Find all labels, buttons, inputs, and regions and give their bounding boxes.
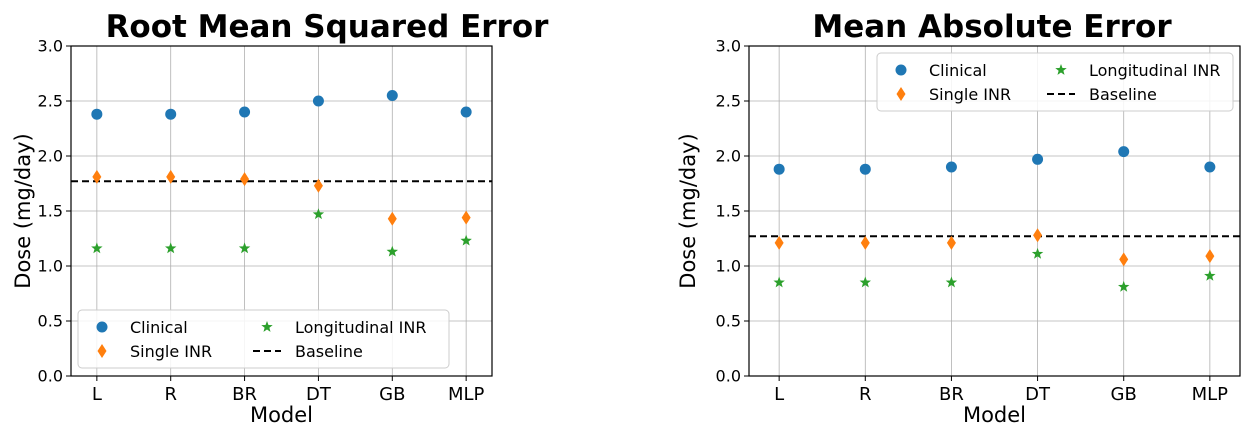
mae-ytick-label: 1.0 xyxy=(716,257,741,276)
rmse-longitudinal-inr-point xyxy=(91,242,103,254)
rmse-ytick-label: 0.0 xyxy=(38,367,63,386)
rmse-xtick-label: L xyxy=(92,384,102,405)
mae-clinical-point xyxy=(859,163,871,175)
mae-ytick-label: 2.5 xyxy=(716,92,741,111)
rmse-legend-single-inr-label: Single INR xyxy=(130,342,212,361)
mae-single-inr-point xyxy=(1205,249,1215,264)
rmse-axes-frame xyxy=(70,45,493,377)
mae-xtick-label: MLP xyxy=(1192,384,1229,405)
rmse-xlabel: Model xyxy=(250,403,313,427)
mae-legend-box xyxy=(876,52,1234,112)
mae-title: Mean Absolute Error xyxy=(812,9,1172,45)
mae-legend-clinical-label: Clinical xyxy=(929,61,987,80)
mae-clinical-point xyxy=(1118,146,1130,158)
mae-xtick-label: GB xyxy=(1111,384,1137,405)
mae-legend-baseline-label: Baseline xyxy=(1089,85,1157,104)
rmse-legend-longitudinal-inr-label: Longitudinal INR xyxy=(295,318,426,337)
mae-single-inr-point xyxy=(774,235,784,250)
rmse-title: Root Mean Squared Error xyxy=(106,9,550,45)
rmse-legend-box xyxy=(77,309,450,369)
rmse-ytick-label: 1.0 xyxy=(38,257,63,276)
mae-longitudinal-inr-point xyxy=(1204,269,1216,281)
mae-legend-longitudinal-inr-label: Longitudinal INR xyxy=(1089,61,1220,80)
mae-clinical-point xyxy=(773,163,785,175)
rmse-longitudinal-inr-point xyxy=(238,242,251,254)
rmse-clinical-point xyxy=(460,106,472,118)
rmse-legend-clinical-swatch xyxy=(96,321,108,333)
rmse-single-inr-point xyxy=(92,169,102,184)
rmse-single-inr-point xyxy=(461,210,471,225)
mae-chart: 0.0 0.5 1.0 1.5 2.0 2.5 3.0 L R BR DT GB MLP Mean Abs… xyxy=(676,9,1241,427)
mae-ylabel: Dose (mg/day) xyxy=(676,133,700,288)
rmse-longitudinal-inr-point xyxy=(312,208,325,220)
rmse-ytick-label: 3.0 xyxy=(38,37,63,56)
rmse-longitudinal-inr-point xyxy=(386,245,398,257)
rmse-longitudinal-inr-point xyxy=(460,234,472,246)
rmse-clinical-point xyxy=(165,108,177,120)
mae-xtick-label: BR xyxy=(939,384,964,405)
mae-longitudinal-inr-point xyxy=(1118,280,1130,292)
mae-longitudinal-inr-point xyxy=(1031,247,1044,259)
rmse-xtick-label: GB xyxy=(379,384,405,405)
rmse-xtick-label: DT xyxy=(306,384,332,405)
rmse-legend-baseline-label: Baseline xyxy=(295,342,363,361)
mae-xtick-label: R xyxy=(859,384,872,405)
rmse-legend-clinical-label: Clinical xyxy=(130,318,188,337)
rmse-legend-single-inr-swatch xyxy=(97,344,107,358)
rmse-clinical-point xyxy=(91,108,103,120)
rmse-xtick-label: MLP xyxy=(448,384,485,405)
mae-xtick-label: L xyxy=(774,384,784,405)
mae-single-inr-point xyxy=(1033,228,1043,243)
mae-single-inr-point xyxy=(1119,252,1129,267)
mae-ytick-label: 3.0 xyxy=(716,37,741,56)
mae-longitudinal-inr-point xyxy=(859,276,871,288)
rmse-ytick-label: 2.5 xyxy=(38,92,63,111)
rmse-ytick-label: 1.5 xyxy=(38,202,63,221)
rmse-clinical-point xyxy=(239,106,251,118)
mae-ytick-label: 0.5 xyxy=(716,312,741,331)
rmse-longitudinal-inr-point xyxy=(165,242,177,254)
mae-longitudinal-inr-point xyxy=(945,276,958,288)
mae-legend-clinical-swatch xyxy=(895,64,907,76)
rmse-legend-longitudinal-inr-swatch xyxy=(261,321,273,332)
rmse-ylabel: Dose (mg/day) xyxy=(11,133,35,288)
rmse-single-inr-point xyxy=(313,178,323,193)
rmse-single-inr-point xyxy=(387,211,397,226)
mae-clinical-point xyxy=(945,161,957,173)
mae-xlabel: Model xyxy=(963,403,1026,427)
mae-legend: Clinical Single INR Longitudinal INR Baseli… xyxy=(876,52,1234,112)
mae-ytick-label: 0.0 xyxy=(716,367,741,386)
rmse-chart: 0.0 0.5 1.0 1.5 2.0 2.5 3.0 L R BR DT GB MLP Root Mea… xyxy=(11,9,549,427)
mae-clinical-point xyxy=(1204,161,1216,173)
rmse-xtick-label: R xyxy=(164,384,177,405)
mae-legend-single-inr-swatch xyxy=(896,87,906,101)
mae-longitudinal-inr-point xyxy=(773,276,785,288)
mae-single-inr-point xyxy=(946,235,956,250)
mae-legend-single-inr-label: Single INR xyxy=(929,85,1011,104)
rmse-clinical-point xyxy=(312,95,324,107)
rmse-legend: Clinical Single INR Longitudinal INR Baseli… xyxy=(77,309,450,369)
mae-clinical-point xyxy=(1032,153,1044,165)
mae-legend-longitudinal-inr-swatch xyxy=(1055,64,1067,75)
mae-axes-frame xyxy=(748,45,1241,377)
rmse-xtick-label: BR xyxy=(232,384,257,405)
mae-xtick-label: DT xyxy=(1025,384,1051,405)
rmse-clinical-point xyxy=(386,90,398,101)
rmse-ytick-label: 2.0 xyxy=(38,147,63,166)
mae-single-inr-point xyxy=(860,235,870,250)
rmse-ytick-label: 0.5 xyxy=(38,312,63,331)
mae-ytick-label: 2.0 xyxy=(716,147,741,166)
rmse-single-inr-point xyxy=(240,172,250,187)
mae-ytick-label: 1.5 xyxy=(716,202,741,221)
rmse-single-inr-point xyxy=(166,169,176,184)
